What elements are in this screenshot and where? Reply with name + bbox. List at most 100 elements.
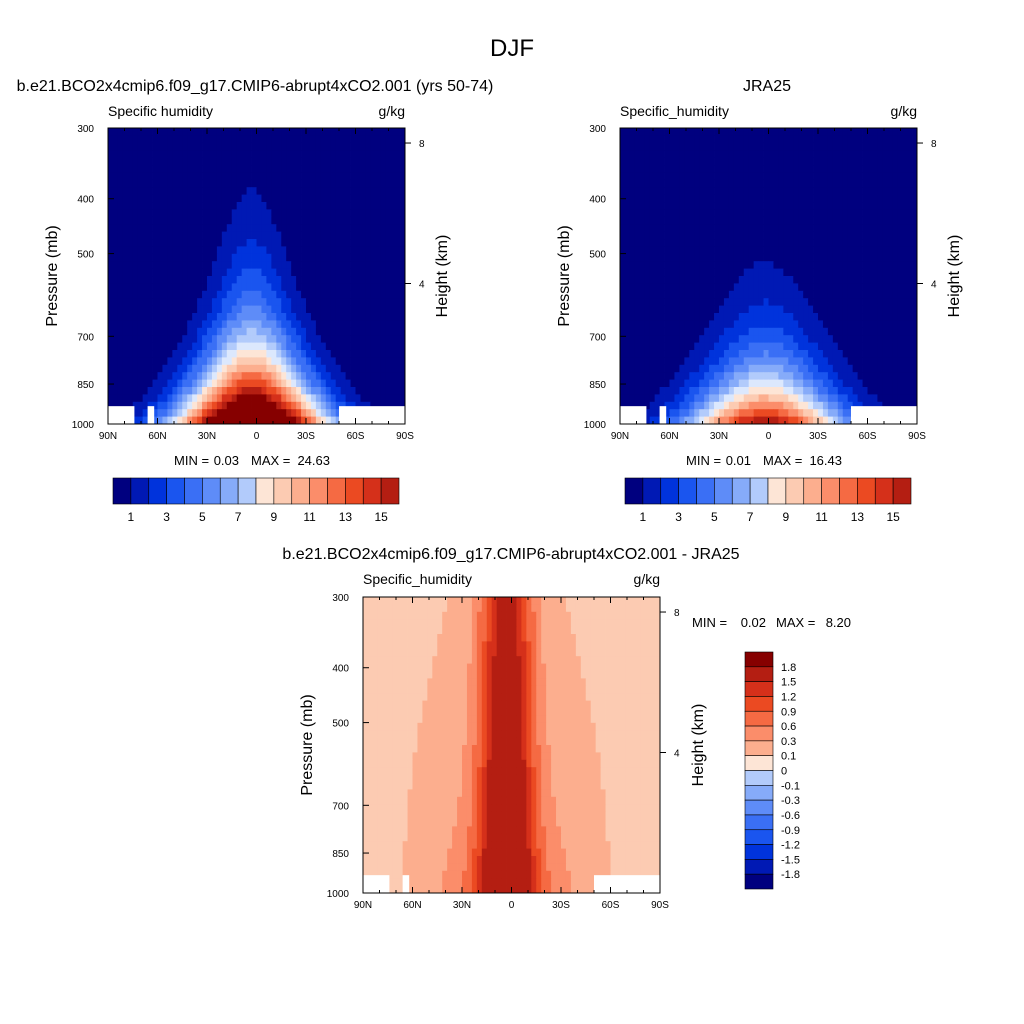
heatmap-cell: [897, 364, 903, 373]
heatmap-cell: [370, 305, 376, 314]
heatmap-cell: [822, 142, 829, 151]
heatmap-cell: [872, 187, 878, 195]
heatmap-cell: [216, 224, 223, 232]
heatmap-cell: [385, 202, 391, 210]
heatmap-cell: [728, 342, 735, 351]
heatmap-cell: [335, 298, 342, 306]
heatmap-cell: [291, 194, 297, 203]
heatmap-cell: [773, 327, 779, 336]
heatmap-cell: [226, 416, 233, 425]
heatmap-cell: [320, 364, 327, 373]
heatmap-cell: [857, 239, 863, 247]
heatmap-cell: [738, 379, 745, 388]
heatmap-cell: [684, 187, 690, 195]
heatmap-cell: [699, 290, 705, 299]
heatmap-cell: [142, 298, 148, 306]
heatmap-cell: [842, 313, 849, 321]
heatmap-cell: [719, 202, 725, 210]
heatmap-cell: [758, 268, 764, 277]
heatmap-cell: [689, 194, 695, 203]
heatmap-cell: [251, 327, 257, 336]
heatmap-cell: [108, 172, 114, 181]
heatmap-cell: [763, 357, 769, 366]
heatmap-cell: [783, 357, 789, 366]
heatmap-cell: [350, 394, 356, 403]
heatmap-cell: [897, 298, 903, 306]
heatmap-cell: [738, 387, 745, 395]
heatmap-cell: [887, 239, 893, 247]
heatmap-cell: [211, 187, 218, 195]
heatmap-cell: [872, 401, 878, 410]
heatmap-cell: [286, 290, 292, 299]
heatmap-cell: [197, 283, 203, 292]
heatmap-cell: [177, 128, 183, 136]
heatmap-cell: [246, 157, 252, 166]
heatmap-cell: [709, 305, 715, 314]
heatmap-cell: [639, 357, 646, 366]
heatmap-cell: [390, 246, 396, 255]
heatmap-cell: [852, 224, 858, 232]
heatmap-cell: [310, 268, 317, 277]
heatmap-cell: [768, 246, 774, 255]
heatmap-cell: [137, 187, 144, 195]
heatmap-cell: [684, 387, 690, 395]
heatmap-cell: [375, 187, 381, 195]
heatmap-cell: [152, 179, 158, 188]
heatmap-cell: [370, 224, 376, 232]
heatmap-cell: [837, 128, 844, 136]
heatmap-cell: [902, 379, 908, 388]
heatmap-cell: [112, 327, 119, 336]
x-tick-label: 90N: [611, 431, 629, 442]
heatmap-cell: [793, 246, 799, 255]
heatmap-cell: [360, 290, 366, 299]
heatmap-cell: [842, 276, 849, 284]
heatmap-cell: [857, 283, 863, 292]
heatmap-cell: [728, 387, 735, 395]
heatmap-cell: [182, 253, 188, 262]
heatmap-cell: [157, 313, 163, 321]
heatmap-cell: [768, 135, 774, 144]
heatmap-cell: [882, 253, 888, 262]
heatmap-cell: [654, 261, 660, 269]
heatmap-cell: [167, 409, 173, 417]
heatmap-cell: [813, 135, 819, 144]
heatmap-cell: [822, 246, 829, 255]
heatmap-cell: [390, 364, 396, 373]
heatmap-cell: [117, 298, 124, 306]
heatmap-cell: [211, 305, 218, 314]
heatmap-cell: [808, 350, 814, 358]
heatmap-cell: [340, 387, 346, 395]
heatmap-cell: [246, 327, 252, 336]
heatmap-cell: [892, 401, 898, 410]
heatmap-cell: [887, 357, 893, 366]
heatmap-cell: [192, 179, 198, 188]
heatmap-cell: [251, 387, 257, 395]
heatmap-cell: [733, 305, 740, 314]
heatmap-cell: [882, 135, 888, 144]
heatmap-cell: [768, 239, 774, 247]
panel-model-min-value: 0.03: [214, 453, 239, 468]
heatmap-cell: [753, 209, 759, 218]
heatmap-cell: [216, 350, 223, 358]
heatmap-cell: [852, 313, 858, 321]
heatmap-cell: [808, 283, 814, 292]
heatmap-cell: [758, 327, 764, 336]
heatmap-cell: [793, 350, 799, 358]
heatmap-cell: [639, 327, 646, 336]
heatmap-cell: [211, 298, 218, 306]
heatmap-cell: [694, 298, 700, 306]
heatmap-cell: [192, 364, 198, 373]
heatmap-cell: [644, 357, 651, 366]
heatmap-cell: [788, 179, 794, 188]
heatmap-cell: [827, 298, 834, 306]
heatmap-cell: [182, 216, 188, 225]
heatmap-cell: [738, 142, 745, 151]
heatmap-cell: [773, 342, 779, 351]
heatmap-cell: [887, 320, 893, 329]
heatmap-cell: [783, 209, 789, 218]
heatmap-cell: [684, 202, 690, 210]
heatmap-cell: [108, 246, 114, 255]
heatmap-cell: [301, 150, 307, 158]
heatmap-cell: [664, 179, 670, 188]
heatmap-cell: [788, 239, 794, 247]
